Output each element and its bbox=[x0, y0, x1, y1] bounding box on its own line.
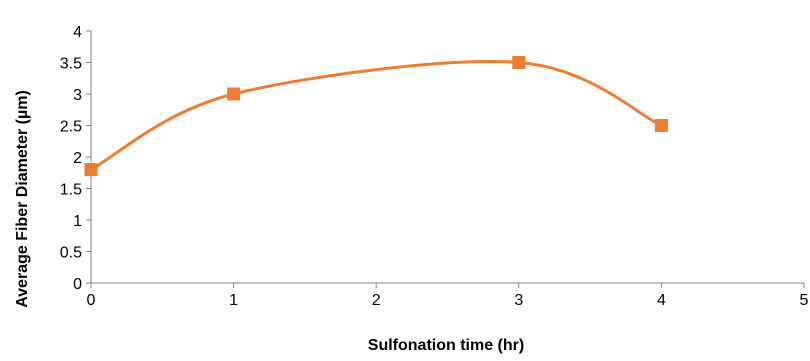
y-tick-label: 2 bbox=[73, 150, 82, 167]
y-tick-label: 1.5 bbox=[60, 182, 82, 199]
y-axis-title: Average Fiber Diameter (µm) bbox=[14, 90, 31, 308]
x-tick-label: 2 bbox=[372, 292, 381, 309]
x-axis bbox=[90, 282, 805, 288]
data-point-marker bbox=[84, 163, 98, 177]
y-tick-labels: 0 0.5 1 1.5 2 2.5 3 3.5 4 bbox=[60, 24, 82, 293]
x-axis-title: Sulfonation time (hr) bbox=[368, 337, 524, 354]
data-point-marker bbox=[227, 87, 241, 101]
y-tick-label: 1 bbox=[73, 213, 82, 230]
y-tick-label: 0 bbox=[73, 276, 82, 293]
x-tick-label: 1 bbox=[229, 292, 238, 309]
data-point-marker bbox=[512, 56, 526, 69]
x-tick-label: 4 bbox=[657, 292, 666, 309]
data-point-marker bbox=[654, 119, 668, 132]
series-layer bbox=[84, 56, 668, 177]
y-tick-label: 4 bbox=[73, 24, 82, 41]
x-tick-labels: 0 1 2 3 4 5 bbox=[87, 292, 809, 309]
y-tick-label: 2.5 bbox=[60, 119, 82, 136]
y-axis bbox=[86, 30, 92, 284]
x-tick-label: 0 bbox=[87, 292, 96, 309]
y-tick-label: 0.5 bbox=[60, 245, 82, 262]
y-tick-label: 3.5 bbox=[60, 56, 82, 73]
series-line bbox=[89, 60, 663, 172]
x-tick-label: 5 bbox=[800, 292, 809, 309]
y-tick-label: 3 bbox=[73, 87, 82, 104]
x-tick-label: 3 bbox=[514, 292, 523, 309]
